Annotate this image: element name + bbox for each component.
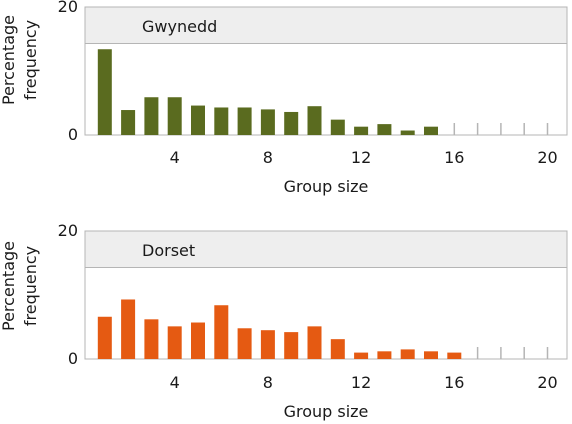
- bar-size-6: [214, 107, 229, 135]
- bar-size-8: [260, 330, 275, 359]
- x-tick-label: 4: [170, 148, 180, 167]
- bar-size-1: [97, 49, 112, 135]
- y-axis-title-line-2: frequency: [21, 20, 40, 100]
- bar-size-16: [447, 352, 462, 359]
- x-tick-label: 8: [263, 148, 273, 167]
- bar-size-12: [354, 126, 369, 135]
- bar-size-9: [284, 332, 299, 359]
- x-tick-label: 20: [537, 373, 557, 392]
- y-tick-label: 20: [58, 0, 78, 16]
- bar-size-15: [424, 351, 438, 359]
- bar-size-11: [330, 339, 345, 359]
- bar-size-10: [307, 106, 322, 135]
- x-axis-title: Group size: [284, 177, 369, 196]
- x-tick-label: 16: [444, 373, 464, 392]
- panel-title: Dorset: [142, 241, 195, 260]
- title-band: [85, 231, 567, 268]
- bar-size-13: [377, 124, 392, 135]
- bar-size-2: [121, 110, 136, 135]
- bar-size-14: [400, 130, 415, 135]
- bar-size-4: [167, 97, 182, 135]
- x-tick-label: 16: [444, 148, 464, 167]
- bar-size-4: [167, 326, 182, 359]
- bar-size-15: [424, 126, 438, 135]
- bar-size-2: [121, 299, 136, 359]
- x-tick-label: 4: [170, 373, 180, 392]
- bar-size-12: [354, 352, 369, 359]
- x-tick-label: 12: [351, 148, 371, 167]
- bar-size-7: [237, 328, 252, 359]
- bar-size-3: [144, 97, 159, 135]
- bar-size-9: [284, 111, 299, 135]
- bar-size-10: [307, 326, 322, 359]
- bar-size-5: [191, 105, 205, 135]
- y-tick-label: 0: [68, 349, 78, 368]
- bar-size-11: [330, 119, 345, 135]
- y-tick-label: 20: [58, 221, 78, 240]
- title-band: [85, 7, 567, 44]
- panel-title: Gwynedd: [142, 17, 217, 36]
- x-tick-label: 8: [263, 373, 273, 392]
- bar-size-3: [144, 319, 159, 359]
- y-axis-title-line-1: Percentage: [0, 241, 18, 331]
- x-tick-label: 20: [537, 148, 557, 167]
- bar-size-8: [260, 109, 275, 135]
- x-tick-label: 12: [351, 373, 371, 392]
- y-axis-title-line-1: Percentage: [0, 15, 18, 105]
- bar-size-5: [191, 322, 205, 359]
- bar-size-13: [377, 351, 392, 359]
- bar-size-6: [214, 305, 229, 359]
- bar-size-1: [97, 316, 112, 359]
- bar-size-7: [237, 107, 252, 135]
- y-axis-title-line-2: frequency: [21, 246, 40, 326]
- bar-size-14: [400, 349, 415, 359]
- x-axis-title: Group size: [284, 402, 369, 421]
- y-tick-label: 0: [68, 125, 78, 144]
